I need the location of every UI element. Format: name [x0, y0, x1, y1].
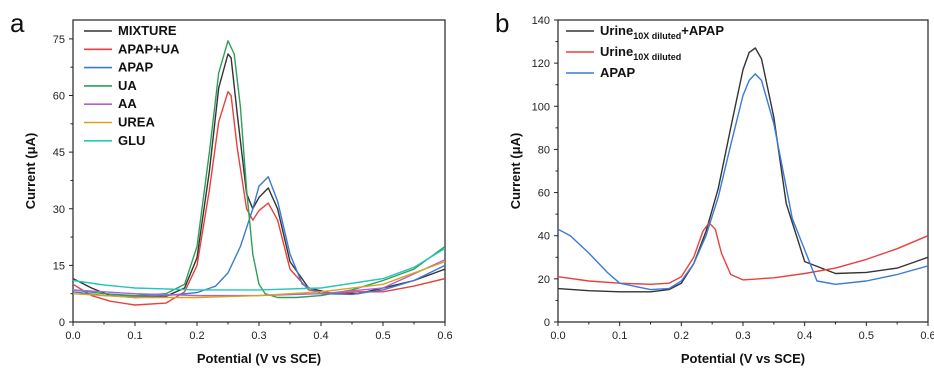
y-tick-label: 15 — [53, 260, 65, 272]
x-tick-label: 0.0 — [65, 330, 80, 342]
y-tick-label: 60 — [53, 91, 65, 103]
series-line-apap — [73, 176, 445, 297]
x-tick-label: 0.6 — [920, 330, 934, 342]
x-tick-label: 0.2 — [674, 330, 689, 342]
y-tick-label: 0 — [59, 317, 65, 329]
y-axis-label: Current (μA) — [508, 133, 523, 210]
x-tick-label: 0.6 — [437, 330, 452, 342]
x-axis-label: Potential (V vs SCE) — [197, 351, 321, 366]
legend-label: APAP+UA — [118, 41, 180, 56]
legend-label: UREA — [118, 115, 155, 130]
x-tick-label: 0.3 — [735, 330, 750, 342]
x-tick-label: 0.4 — [797, 330, 812, 342]
legend-label: Urine10X diluted+APAP — [600, 23, 724, 41]
panel-b: b 0.0 0.1 0.2 0.3 0.4 0.5 0.6 0 20 40 60 80 100 120 140… — [495, 8, 934, 366]
series-line-urine-10x-diluted — [558, 222, 928, 285]
y-tick-label: 30 — [53, 204, 65, 216]
panel-a: a 0.0 0.1 0.2 0.3 0.4 0.5 0.6 0 15 30 45 60 75 Potenti… — [10, 8, 453, 366]
x-tick-label: 0.2 — [189, 330, 204, 342]
y-tick-label: 40 — [538, 231, 550, 243]
legend-label: Urine10X diluted — [600, 44, 681, 62]
y-tick-label: 75 — [53, 34, 65, 46]
legend-label: APAP — [600, 65, 635, 80]
x-tick-label: 0.1 — [612, 330, 627, 342]
panel-label: b — [495, 8, 509, 38]
y-tick-label: 120 — [532, 58, 550, 70]
legend-label: AA — [118, 96, 137, 111]
x-tick-label: 0.5 — [375, 330, 390, 342]
legend-label: GLU — [118, 133, 145, 148]
y-tick-label: 45 — [53, 147, 65, 159]
x-tick-label: 0.1 — [127, 330, 142, 342]
y-axis-label: Current (μA) — [23, 133, 38, 210]
x-axis-label: Potential (V vs SCE) — [681, 351, 805, 366]
x-tick-label: 0.4 — [313, 330, 328, 342]
y-tick-label: 100 — [532, 101, 550, 113]
x-tick-label: 0.0 — [550, 330, 565, 342]
panel-label: a — [10, 8, 25, 38]
y-tick-label: 140 — [532, 15, 550, 27]
series-line-apap — [558, 73, 928, 291]
series-line-glu — [73, 247, 445, 291]
y-tick-label: 20 — [538, 274, 550, 286]
x-tick-label: 0.3 — [251, 330, 266, 342]
y-tick-label: 0 — [544, 317, 550, 329]
legend-label: MIXTURE — [118, 23, 177, 38]
legend-label: APAP — [118, 60, 153, 75]
y-tick-label: 60 — [538, 188, 550, 200]
series-line-urine-10x-diluted-apap — [558, 47, 928, 293]
x-tick-label: 0.5 — [859, 330, 874, 342]
legend-label: UA — [118, 78, 137, 93]
y-tick-label: 80 — [538, 144, 550, 156]
series-line-urea — [73, 260, 445, 299]
